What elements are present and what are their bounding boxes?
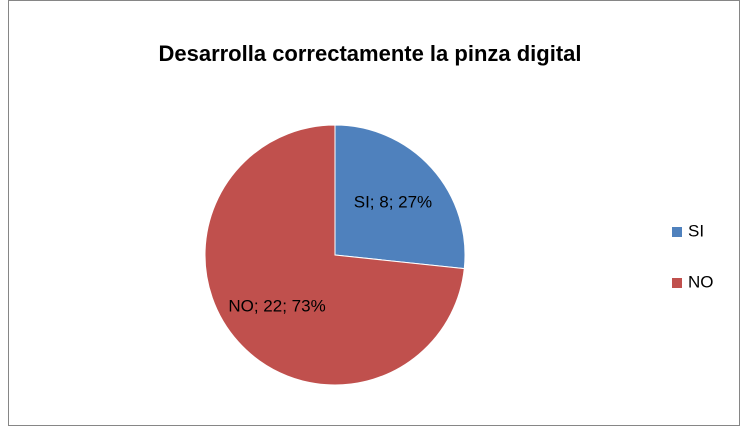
legend-swatch bbox=[672, 278, 682, 288]
data-label: NO; 22; 73% bbox=[228, 297, 325, 316]
pie-slice bbox=[334, 124, 466, 270]
pie-slice bbox=[204, 124, 465, 386]
legend-label: NO bbox=[688, 272, 714, 291]
chart-title: Desarrolla correctamente la pinza digita… bbox=[158, 41, 581, 66]
legend-label: SI bbox=[688, 221, 704, 240]
data-label: SI; 8; 27% bbox=[354, 192, 432, 211]
legend-swatch bbox=[672, 227, 682, 237]
